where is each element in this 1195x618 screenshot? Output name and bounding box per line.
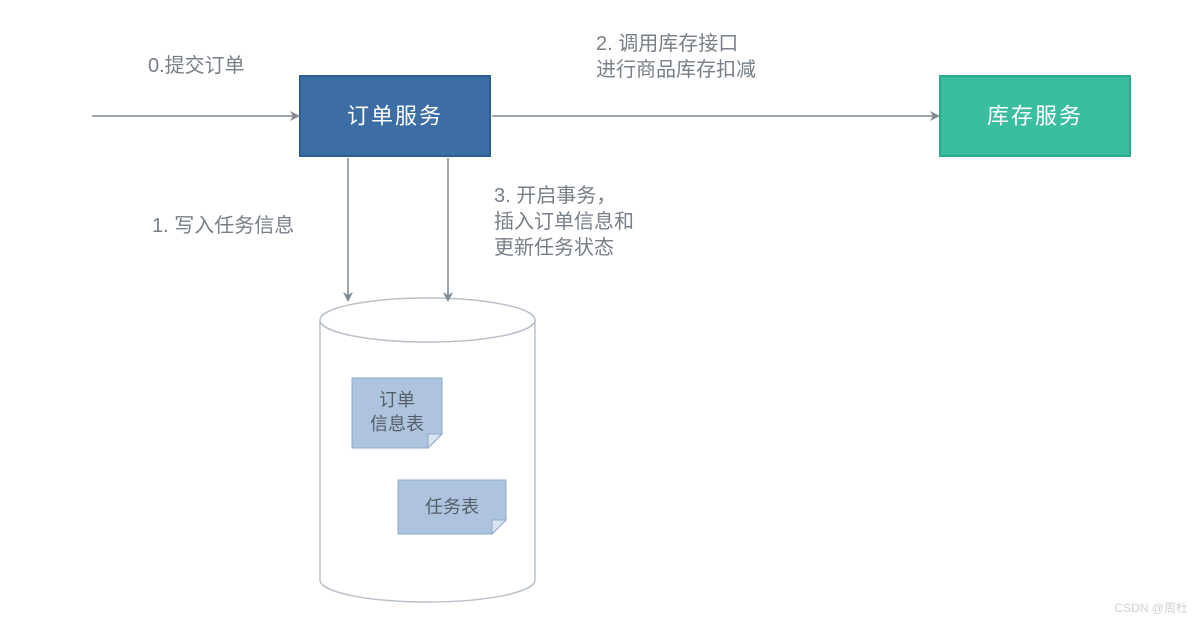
order-table-label-2: 信息表	[370, 414, 424, 434]
order-table-label-1: 订单	[379, 390, 415, 410]
edge-tx-label-1: 3. 开启事务，	[494, 184, 616, 207]
stock-service-label: 库存服务	[987, 104, 1083, 129]
database-cylinder	[320, 298, 535, 602]
diagram-canvas: 订单 信息表 任务表 订单服务 库存服务 0.提交订单 2. 调用库存接口 进行…	[0, 0, 1195, 618]
edge-tx-label-3: 更新任务状态	[494, 236, 614, 259]
watermark-text: CSDN @周杜	[1114, 600, 1188, 615]
edge-task-label: 1. 写入任务信息	[152, 214, 294, 237]
edge-stock-label-1: 2. 调用库存接口	[596, 32, 738, 55]
task-table-label: 任务表	[425, 497, 479, 517]
edge-tx-label-2: 插入订单信息和	[494, 210, 634, 233]
order-table-note: 订单 信息表	[352, 378, 442, 448]
task-table-note: 任务表	[398, 480, 506, 534]
edge-submit-label: 0.提交订单	[148, 54, 245, 77]
stock-service-node: 库存服务	[940, 76, 1130, 156]
edge-stock-label-2: 进行商品库存扣减	[596, 58, 756, 81]
order-service-label: 订单服务	[347, 104, 443, 129]
order-service-node: 订单服务	[300, 76, 490, 156]
